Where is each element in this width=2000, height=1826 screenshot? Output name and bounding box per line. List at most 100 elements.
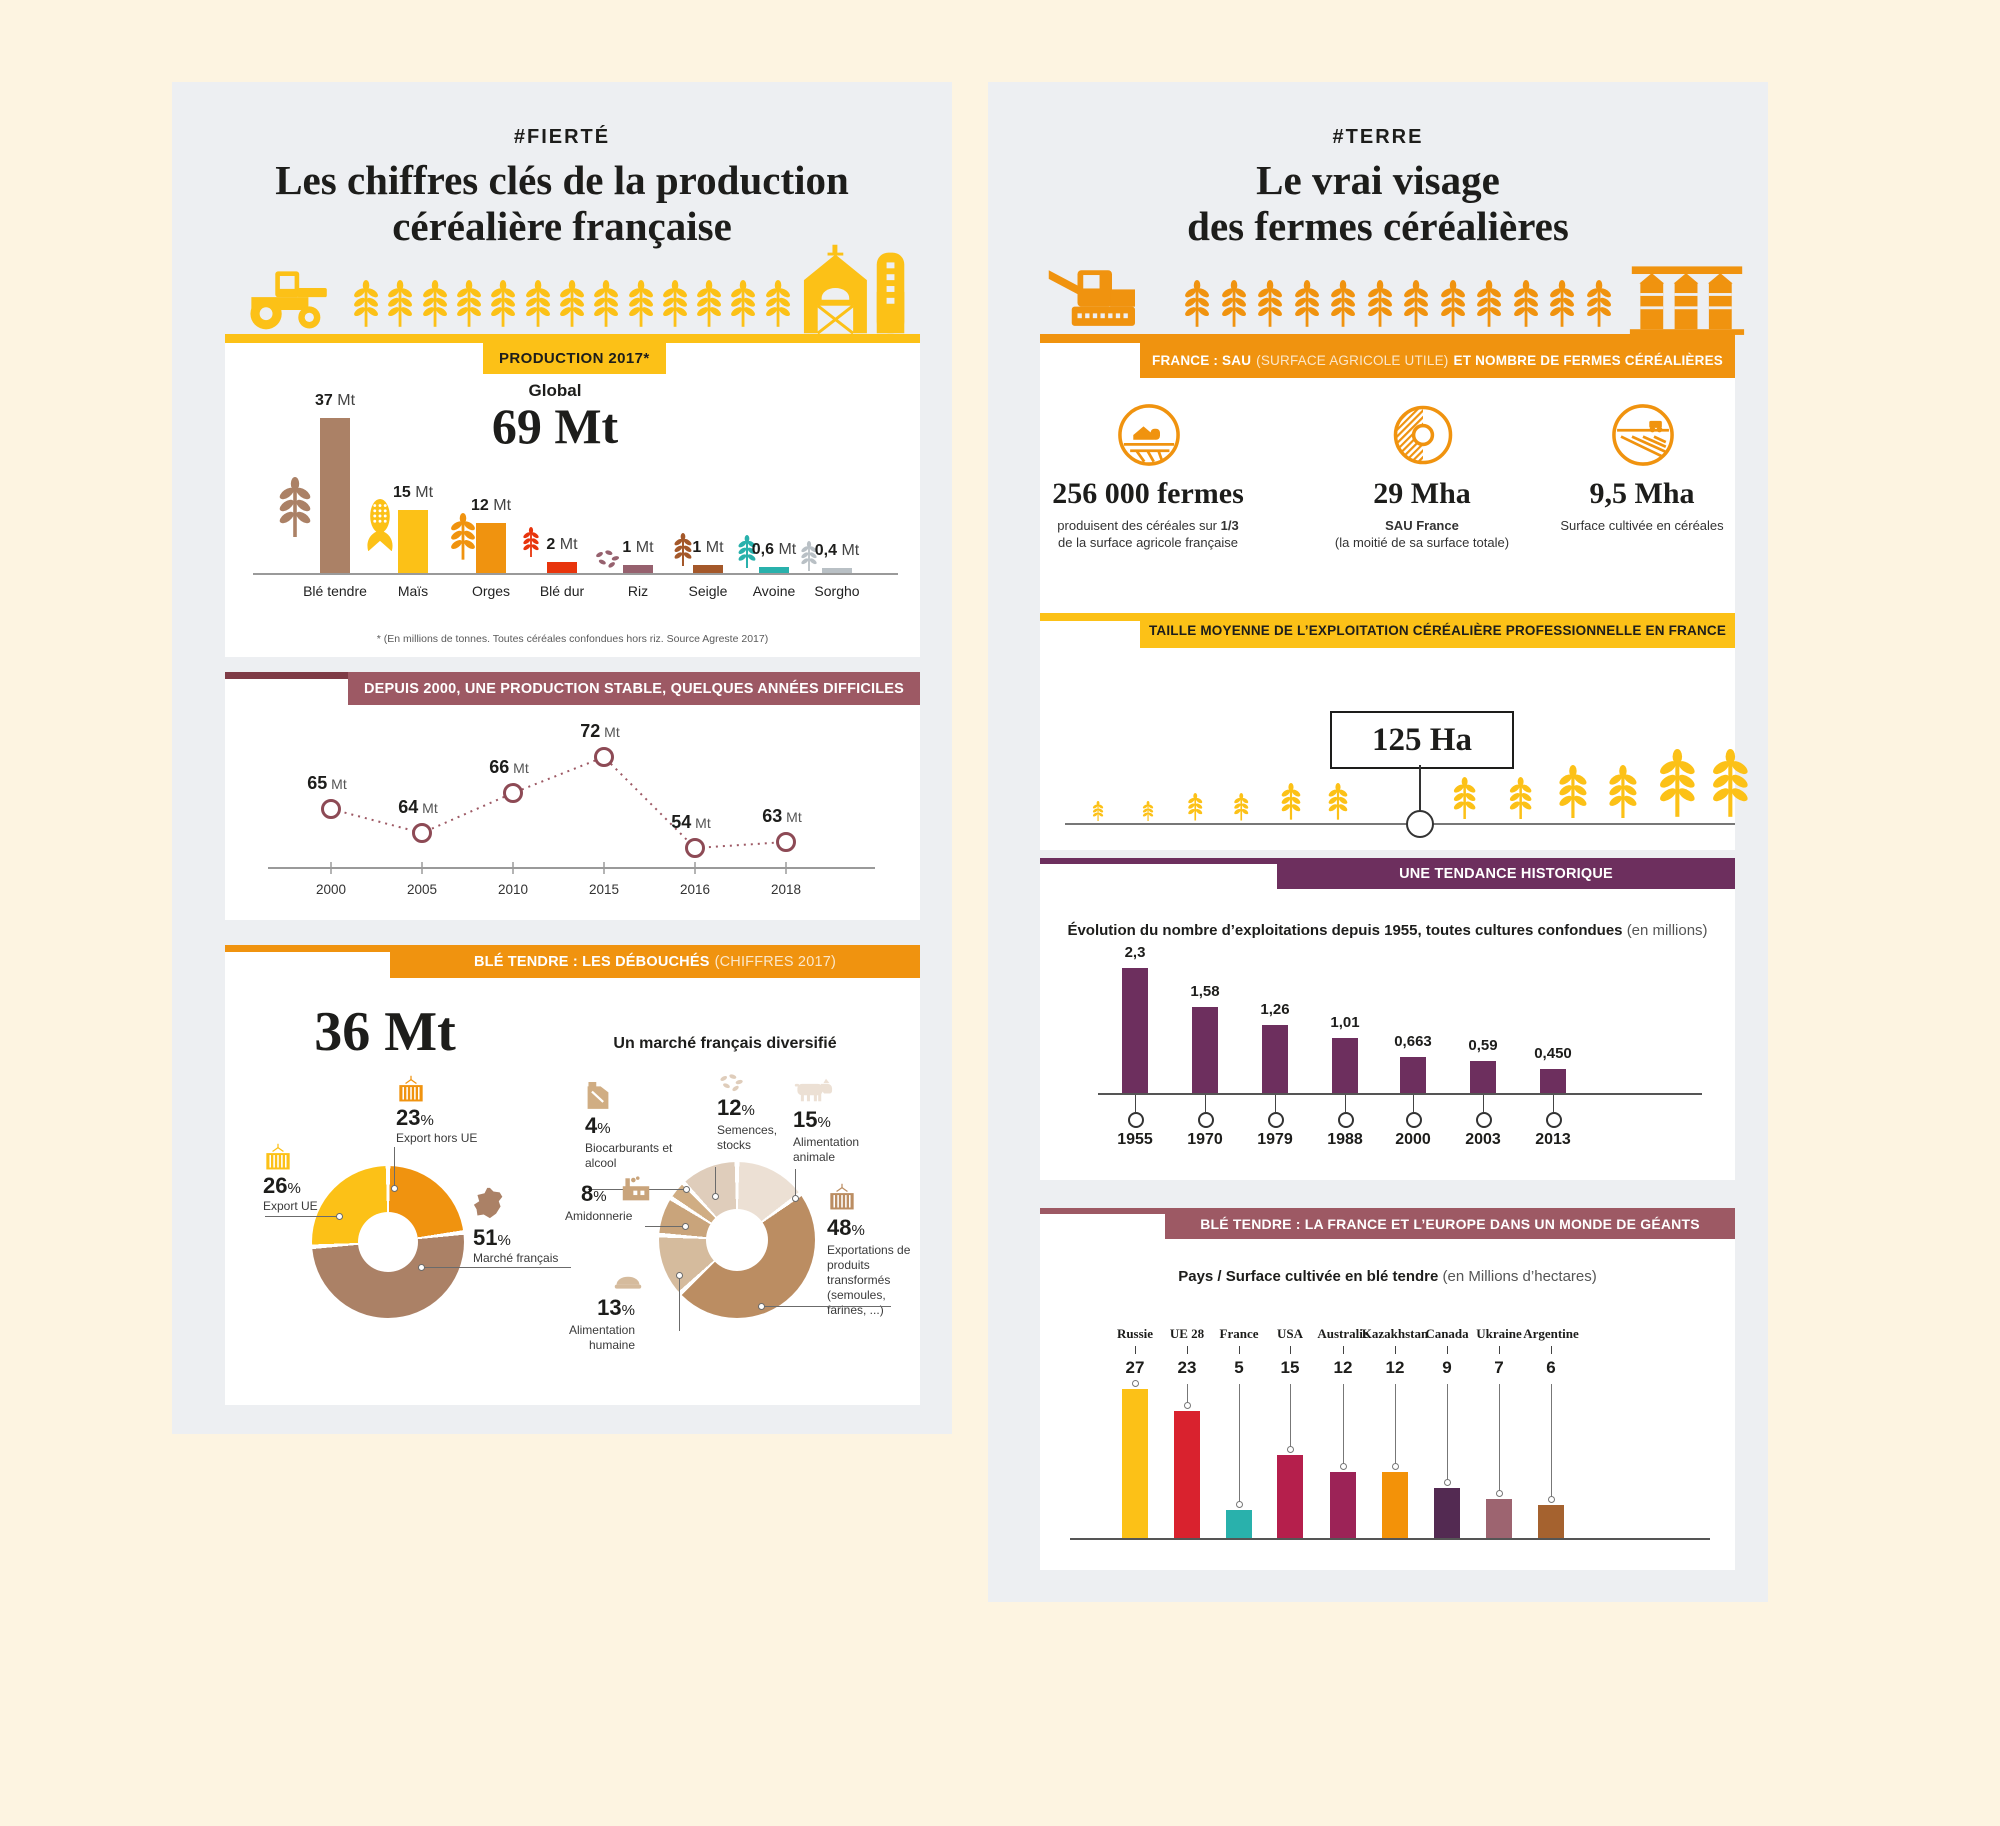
geants-axis [1070, 1538, 1710, 1540]
bar-value: 1 Mt [692, 539, 724, 556]
bar-value: 0,4 Mt [814, 542, 860, 559]
bar-value: 12 Mt [470, 497, 512, 514]
trend-stem [1345, 1095, 1346, 1112]
svg-text:65 Mt: 65 Mt [307, 773, 347, 793]
bar-icon-Seigle [673, 533, 693, 573]
donut-exports [312, 1166, 464, 1318]
trend-marker [1338, 1112, 1354, 1128]
connector [394, 1147, 395, 1187]
giants-connector [1290, 1384, 1291, 1447]
trend-marker [1476, 1112, 1492, 1128]
banner-tendance: UNE TENDANCE HISTORIQUE [1277, 858, 1735, 889]
connector-dot [336, 1213, 343, 1220]
bar-label: Avoine [752, 583, 796, 599]
plowed-field-icon [1610, 401, 1676, 469]
giants-tick [1290, 1346, 1291, 1354]
bar-label: Riz [627, 583, 649, 599]
title-line-1: Les chiffres clés de la production [275, 157, 849, 203]
banner-sau-bold1: FRANCE : SAU [1152, 353, 1252, 368]
wheat-stalk-icon [386, 280, 414, 334]
hashtag-fierte: #FIERTÉ [513, 126, 611, 148]
trend-marker [1198, 1112, 1214, 1128]
bar-Seigle [693, 565, 723, 573]
bar-Blé dur [547, 562, 577, 573]
svg-text:64 Mt: 64 Mt [398, 797, 438, 817]
label-alim-humaine-pct: 13% [597, 1295, 635, 1320]
giants-country: Australie [1317, 1326, 1369, 1341]
title-line-2: des fermes céréalières [1187, 202, 1569, 249]
card-tendance: UNE TENDANCE HISTORIQUE Évolution du nom… [1040, 858, 1735, 1180]
wheat-stalk-icon [1557, 765, 1589, 823]
label-amidonnerie-pct: 8% [581, 1181, 607, 1206]
giants-country: Ukraine [1476, 1326, 1522, 1341]
wheat-stalk-icon [1187, 793, 1204, 823]
trend-value: 0,663 [1394, 1033, 1432, 1050]
connector [1419, 765, 1421, 811]
banner-sau-bold2: ET NOMBRE DE FERMES CÉRÉALIÈRES [1453, 353, 1723, 368]
banner-accent-maroon [1040, 1208, 1165, 1214]
cow-icon [793, 1077, 833, 1103]
giants-country: Argentine [1523, 1326, 1579, 1341]
market-title: Un marché français diversifié [613, 1035, 837, 1052]
trend-year: 2003 [1465, 1131, 1501, 1148]
wheat-stalk-icon [1092, 801, 1104, 823]
label-marche-francais-pct: 51% [473, 1225, 511, 1250]
barn-icon [800, 242, 922, 334]
banner-sau-light: (SURFACE AGRICOLE UTILE) [1256, 353, 1449, 368]
connector-dot [758, 1303, 765, 1310]
giants-dot [1548, 1496, 1555, 1503]
wheat-stalk-icon [729, 280, 757, 334]
connector-dot [792, 1195, 799, 1202]
wheat-stalk-icon [1439, 280, 1467, 334]
bar-icon-Sorgho [800, 541, 818, 573]
trend-bar-1988 [1332, 1038, 1358, 1093]
wheat-stalk-icon [1233, 793, 1250, 823]
giants-country: Canada [1425, 1326, 1469, 1341]
bar-label: Blé tendre [303, 583, 367, 599]
wheat-stalk-icon [1452, 777, 1477, 823]
svg-text:2000: 2000 [316, 882, 346, 897]
bar-icon-Riz [593, 549, 621, 573]
seeds-icon [717, 1073, 745, 1093]
connector [761, 1306, 891, 1307]
wheat-stalk-icon [1585, 280, 1613, 334]
giants-country: France [1219, 1326, 1259, 1341]
wheat-stalk-icon [592, 280, 620, 334]
trend-year: 1970 [1187, 1131, 1223, 1148]
wheat-stalk-icon [1256, 280, 1284, 334]
connector [795, 1169, 796, 1197]
trend-value: 1,26 [1260, 1001, 1290, 1018]
title-line-1: Le vrai visage [1256, 157, 1500, 203]
wheat-stalk-icon [455, 280, 483, 334]
giants-connector [1343, 1384, 1344, 1464]
giants-bar-Ukraine [1486, 1499, 1512, 1538]
geants-bar-chart: Russie 27 UE 28 23 France 5 USA 15 Australie 12 Ka… [1040, 1208, 1735, 1570]
giants-bar-Kazakhstan [1382, 1472, 1408, 1538]
label-alim-animale: Alimentation animale [793, 1135, 860, 1164]
panel-terre: #TERRE Le vrai visage des fermes céréali… [988, 82, 1768, 1602]
silos-icon [1628, 252, 1746, 336]
bar-value: 2 Mt [546, 536, 578, 553]
giants-country: UE 28 [1169, 1326, 1205, 1341]
label-biocarburants: Biocarburants et alcool [585, 1141, 673, 1170]
label-amidonnerie: Amidonnerie [565, 1209, 633, 1223]
giants-tick [1343, 1346, 1344, 1354]
bar-Orges [476, 523, 506, 573]
trend-year: 2000 [1395, 1131, 1431, 1148]
container-icon [827, 1183, 857, 1211]
giants-value: 7 [1494, 1358, 1504, 1377]
timeline-line-chart: 65 Mt 2000 64 Mt 2005 66 Mt 2010 72 Mt 2015 54 M… [225, 672, 920, 920]
giants-bar-France [1226, 1510, 1252, 1538]
wheat-stalk-icon [1607, 765, 1639, 823]
giants-dot [1184, 1402, 1191, 1409]
combine-harvester-icon [1043, 262, 1158, 336]
axis-marker-circle [1406, 810, 1434, 838]
stat-sau-caption: SAU France (la moitié de sa surface tota… [1334, 518, 1510, 550]
giants-value: 23 [1177, 1358, 1197, 1377]
donut-french-market [659, 1162, 815, 1318]
trend-year: 1979 [1257, 1131, 1293, 1148]
label-alim-humaine: Alimentation humaine [568, 1323, 635, 1352]
wheat-stalk-icon [524, 280, 552, 334]
trend-stem [1553, 1095, 1554, 1112]
